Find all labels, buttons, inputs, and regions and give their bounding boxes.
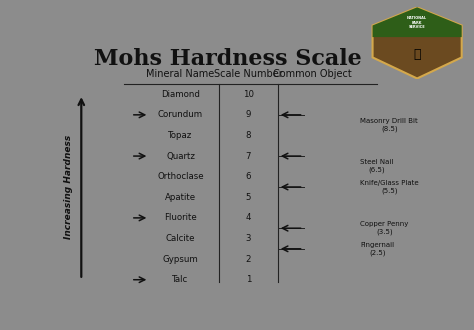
Text: Talc: Talc — [173, 275, 189, 284]
Text: Common Object: Common Object — [273, 69, 352, 79]
Text: Mineral Name: Mineral Name — [146, 69, 215, 79]
Text: Mohs Hardness Scale: Mohs Hardness Scale — [94, 49, 362, 71]
Text: 7: 7 — [246, 151, 251, 161]
Text: 4: 4 — [246, 214, 251, 222]
Text: Quartz: Quartz — [166, 151, 195, 161]
Text: 5: 5 — [246, 193, 251, 202]
Text: Corundum: Corundum — [158, 110, 203, 119]
Polygon shape — [373, 7, 462, 79]
Text: 🦬: 🦬 — [413, 48, 421, 61]
Text: Topaz: Topaz — [168, 131, 192, 140]
Text: NATIONAL
PARK
SERVICE: NATIONAL PARK SERVICE — [407, 16, 427, 29]
Text: Fingernail
(2.5): Fingernail (2.5) — [360, 242, 394, 256]
Text: Diamond: Diamond — [161, 90, 200, 99]
Text: 2: 2 — [246, 255, 251, 264]
Text: Copper Penny
(3.5): Copper Penny (3.5) — [360, 221, 409, 235]
Text: Calcite: Calcite — [166, 234, 195, 243]
Text: 3: 3 — [246, 234, 251, 243]
Text: Masonry Drill Bit
(8.5): Masonry Drill Bit (8.5) — [360, 118, 418, 132]
Text: 8: 8 — [246, 131, 251, 140]
Text: Gypsum: Gypsum — [163, 255, 198, 264]
Text: Steel Nail
(6.5): Steel Nail (6.5) — [360, 159, 394, 173]
Polygon shape — [373, 7, 462, 37]
Text: Fluorite: Fluorite — [164, 214, 197, 222]
Text: Orthoclase: Orthoclase — [157, 172, 204, 181]
Text: Knife/Glass Plate
(5.5): Knife/Glass Plate (5.5) — [360, 180, 419, 194]
Text: Scale Number: Scale Number — [214, 69, 283, 79]
Text: 1: 1 — [246, 275, 251, 284]
Text: Increasing Hardness: Increasing Hardness — [64, 135, 73, 239]
Text: 6: 6 — [246, 172, 251, 181]
Text: 9: 9 — [246, 110, 251, 119]
Text: Apatite: Apatite — [165, 193, 196, 202]
Text: 10: 10 — [243, 90, 254, 99]
